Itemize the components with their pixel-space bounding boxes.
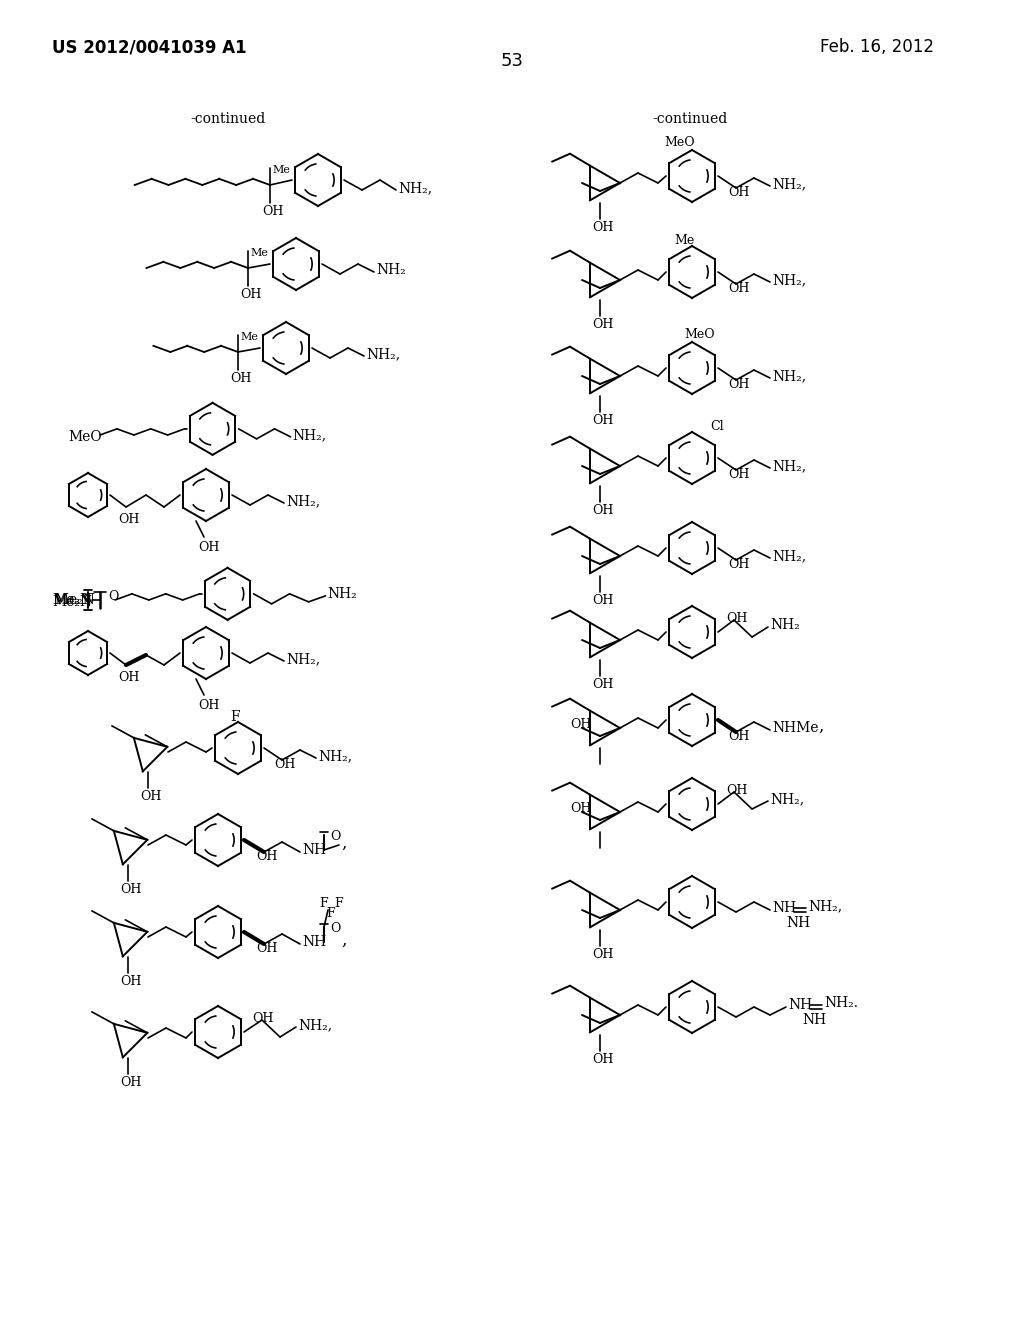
Text: NH₂: NH₂ (328, 587, 357, 601)
Text: NHMe: NHMe (772, 721, 818, 735)
Text: OH: OH (120, 975, 141, 987)
Text: NH₂,: NH₂, (286, 652, 321, 667)
Text: OH: OH (274, 758, 295, 771)
Text: Me: Me (674, 234, 694, 247)
Text: OH: OH (140, 789, 162, 803)
Text: OH: OH (592, 594, 613, 607)
Text: Me₂N: Me₂N (52, 593, 92, 607)
Text: NH: NH (302, 843, 326, 857)
Text: OH: OH (728, 186, 750, 199)
Text: ,: , (341, 834, 346, 851)
Text: OH: OH (728, 469, 750, 480)
Text: OH: OH (256, 850, 278, 863)
Text: NH: NH (786, 916, 810, 931)
Text: MeO: MeO (665, 136, 695, 149)
Text: NH₂,: NH₂, (398, 181, 432, 195)
Text: O: O (330, 830, 340, 843)
Text: Me: Me (250, 248, 268, 257)
Text: MeO: MeO (685, 327, 716, 341)
Text: NH₂,: NH₂, (318, 748, 352, 763)
Text: NH₂,: NH₂, (772, 370, 806, 383)
Text: OH: OH (592, 678, 613, 690)
Text: NH₂,: NH₂, (772, 549, 806, 564)
Text: OH: OH (726, 784, 748, 797)
Text: NH₂,: NH₂, (808, 899, 842, 913)
Text: NH: NH (802, 1012, 826, 1027)
Text: OH: OH (592, 318, 613, 331)
Text: OH: OH (118, 513, 139, 525)
Text: NH: NH (788, 998, 812, 1012)
Text: OH: OH (570, 718, 592, 731)
Text: NH₂,: NH₂, (772, 177, 806, 191)
Text: 53: 53 (501, 51, 523, 70)
Text: NH₂,: NH₂, (286, 494, 321, 508)
Text: NH₂.: NH₂. (824, 997, 858, 1010)
Text: NH₂: NH₂ (770, 618, 800, 632)
Text: OH: OH (262, 205, 284, 218)
Text: Me₂N: Me₂N (52, 593, 95, 607)
Text: NH₂: NH₂ (376, 263, 406, 277)
Text: OH: OH (592, 1053, 613, 1067)
Text: NH₂,: NH₂, (770, 792, 804, 807)
Text: OH: OH (256, 942, 278, 954)
Text: OH: OH (592, 948, 613, 961)
Text: OH: OH (592, 220, 613, 234)
Text: NH₂,: NH₂, (772, 273, 806, 286)
Text: OH: OH (570, 803, 592, 814)
Text: OH: OH (592, 414, 613, 426)
Text: OH: OH (198, 541, 219, 554)
Text: OH: OH (728, 730, 750, 743)
Text: OH: OH (198, 700, 219, 711)
Text: -continued: -continued (652, 112, 728, 125)
Text: F: F (230, 710, 240, 723)
Text: OH: OH (252, 1012, 273, 1026)
Text: NH₂,: NH₂, (298, 1018, 332, 1032)
Text: OH: OH (230, 372, 251, 385)
Text: -continued: -continued (190, 112, 265, 125)
Text: Me₂N: Me₂N (52, 595, 92, 609)
Text: OH: OH (118, 671, 139, 684)
Text: Feb. 16, 2012: Feb. 16, 2012 (820, 38, 934, 55)
Text: OH: OH (240, 288, 261, 301)
Text: OH: OH (728, 378, 750, 391)
Text: OH: OH (120, 1076, 141, 1089)
Text: NH: NH (302, 935, 326, 949)
Text: Me: Me (272, 165, 290, 176)
Text: Me: Me (240, 333, 258, 342)
Text: O: O (330, 921, 340, 935)
Text: NH₂,: NH₂, (772, 459, 806, 473)
Text: MeO: MeO (68, 430, 101, 444)
Text: OH: OH (592, 504, 613, 517)
Text: US 2012/0041039 A1: US 2012/0041039 A1 (52, 38, 247, 55)
Text: NH: NH (772, 902, 796, 915)
Text: Cl: Cl (710, 420, 724, 433)
Text: NH₂,: NH₂, (293, 428, 327, 442)
Text: OH: OH (726, 612, 748, 624)
Text: NH₂,: NH₂, (366, 347, 400, 360)
Text: F: F (326, 907, 335, 920)
Text: OH: OH (728, 282, 750, 294)
Text: OH: OH (120, 883, 141, 896)
Text: ,: , (341, 932, 346, 949)
Text: ,: , (818, 718, 823, 734)
Text: F: F (319, 898, 328, 909)
Text: O: O (108, 590, 119, 603)
Text: OH: OH (728, 558, 750, 572)
Text: F: F (334, 898, 343, 909)
